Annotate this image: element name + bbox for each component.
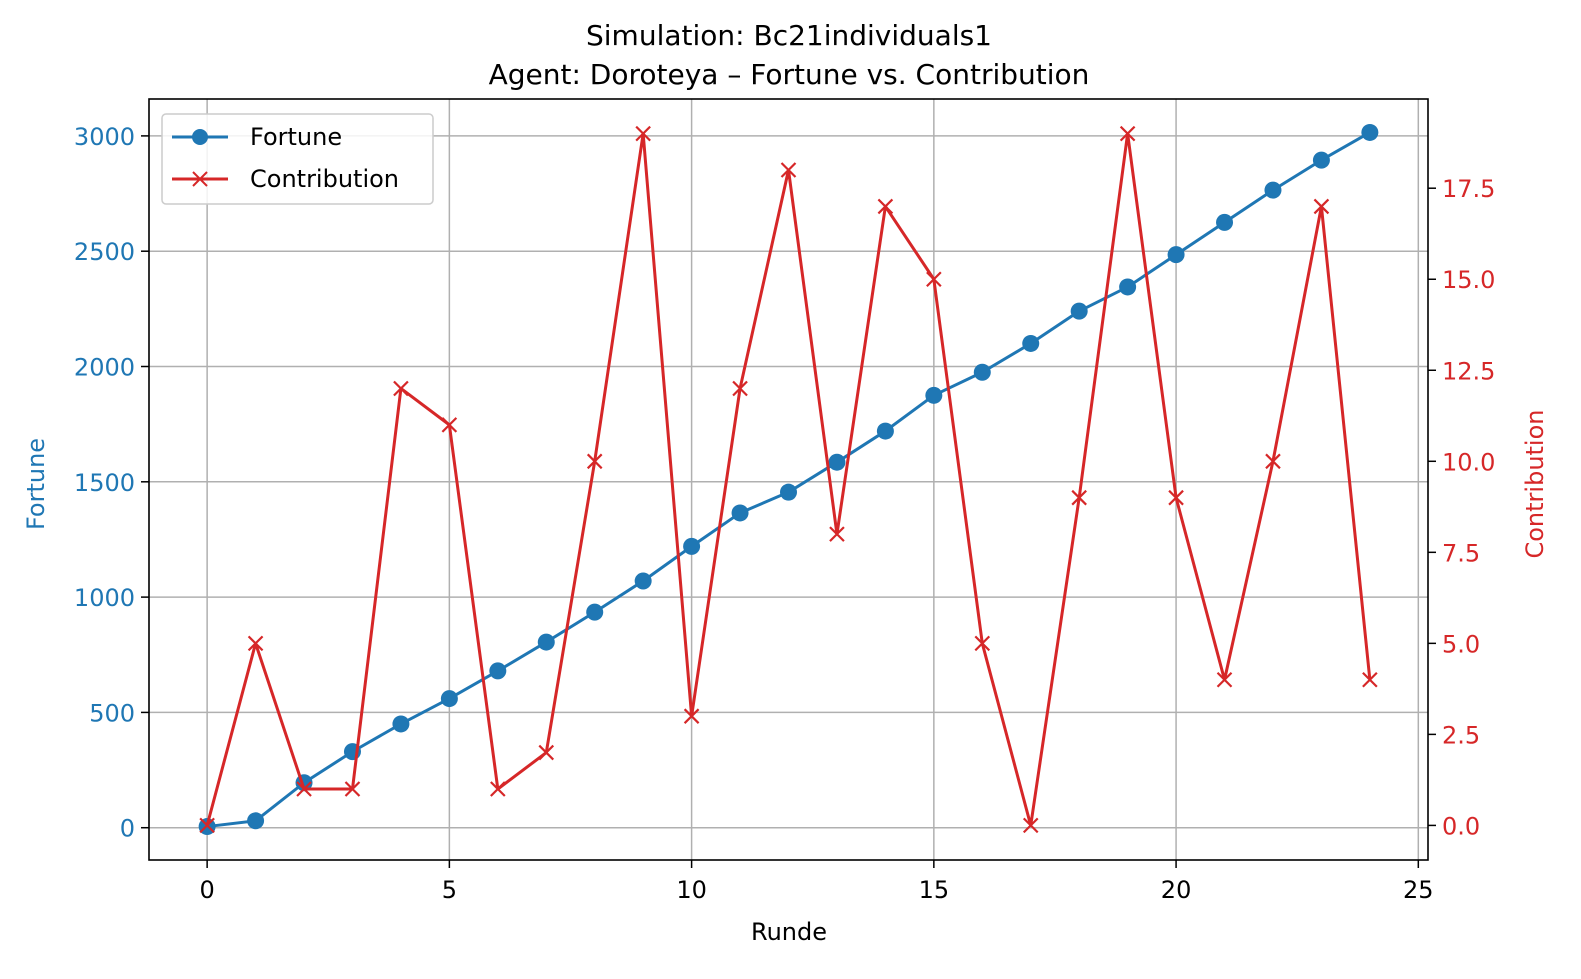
- fortune-point: [683, 537, 701, 555]
- x-tick-label: 0: [199, 876, 214, 904]
- legend-contribution-label: Contribution: [250, 165, 399, 193]
- contribution-point: [732, 380, 748, 397]
- contribution-point: [1022, 817, 1039, 834]
- contribution-point: [538, 744, 555, 761]
- fortune-point: [1119, 278, 1137, 296]
- legend-fortune-marker: [192, 129, 208, 145]
- y-right-tick-label: 10.0: [1442, 448, 1495, 476]
- contribution-point: [296, 781, 312, 797]
- contribution-point: [1362, 671, 1378, 688]
- chart-subtitle: Agent: Doroteya – Fortune vs. Contributi…: [489, 58, 1090, 91]
- fortune-point: [731, 504, 749, 522]
- contribution-point: [247, 635, 264, 652]
- contribution-point: [586, 453, 603, 470]
- contribution-point: [926, 271, 942, 288]
- plot-frame: [148, 98, 1429, 861]
- contribution-point: [1265, 453, 1281, 470]
- axes: 0 5 10 15 20 25 0 500 1000 1500 2000 2500 3000 0.0 2.5…: [74, 123, 1496, 904]
- legend: Fortune Contribution: [161, 113, 434, 205]
- contribution-point: [974, 635, 991, 652]
- contribution-point: [635, 125, 651, 142]
- contribution-point: [344, 781, 361, 797]
- fortune-point: [876, 422, 894, 440]
- y-left-tick-label: 0: [120, 815, 135, 843]
- contribution-point: [780, 162, 797, 178]
- fortune-point: [925, 386, 943, 404]
- contribution-point: [1216, 671, 1233, 688]
- contribution-point: [199, 817, 215, 834]
- x-tick-label: 10: [676, 876, 707, 904]
- fortune-point: [247, 812, 265, 830]
- fortune-point: [537, 633, 555, 651]
- x-tick-label: 20: [1161, 876, 1192, 904]
- y-left-tick-label: 1500: [74, 469, 135, 497]
- fortune-point: [1022, 334, 1040, 352]
- y-left-tick-label: 3000: [74, 123, 135, 151]
- contribution-point: [393, 380, 409, 397]
- fortune-point: [1070, 302, 1088, 320]
- fortune-point: [1361, 123, 1379, 141]
- y-right-tick-label: 17.5: [1442, 175, 1495, 203]
- fortune-point: [973, 363, 991, 381]
- x-axis-label: Runde: [751, 918, 827, 946]
- y-right-tick-label: 15.0: [1442, 266, 1495, 294]
- contribution-point: [1313, 198, 1330, 215]
- y-left-tick-label: 500: [89, 699, 135, 727]
- y-left-tick-label: 2000: [74, 354, 135, 382]
- fortune-point: [440, 690, 458, 708]
- y-right-tick-label: 12.5: [1442, 357, 1495, 385]
- legend-box: [161, 113, 434, 205]
- y-left-tick-label: 1000: [74, 584, 135, 612]
- y-axis-left-label: Fortune: [22, 438, 50, 530]
- fortune-point: [1167, 246, 1185, 264]
- y-right-tick-label: 5.0: [1442, 630, 1480, 658]
- contribution-point: [683, 708, 700, 724]
- fortune-point: [1216, 213, 1234, 231]
- series-layer: [198, 123, 1379, 836]
- x-tick-label: 15: [919, 876, 950, 904]
- chart-title: Simulation: Bc21individuals1: [586, 19, 992, 52]
- contribution-point: [829, 526, 845, 542]
- y-right-tick-label: 7.5: [1442, 539, 1480, 567]
- y-axis-right-label: Contribution: [1521, 409, 1549, 558]
- fortune-point: [634, 572, 652, 590]
- fortune-point: [1312, 151, 1330, 169]
- fortune-point: [780, 483, 797, 501]
- fortune-point: [489, 662, 507, 680]
- fortune-point: [392, 715, 410, 733]
- x-tick-label: 25: [1403, 876, 1434, 904]
- fortune-point: [1264, 181, 1282, 199]
- contribution-point: [1168, 489, 1184, 506]
- y-left-tick-label: 2500: [74, 238, 135, 266]
- contribution-point: [490, 781, 506, 797]
- contribution-point: [1119, 125, 1136, 142]
- contribution-point: [441, 417, 458, 433]
- y-right-tick-label: 2.5: [1442, 721, 1480, 749]
- fortune-point: [828, 453, 846, 471]
- legend-contribution-marker: [192, 171, 208, 187]
- y-right-tick-label: 0.0: [1442, 812, 1480, 840]
- x-tick-label: 5: [442, 876, 457, 904]
- fortune-point: [586, 603, 604, 621]
- legend-fortune-label: Fortune: [250, 123, 342, 151]
- contribution-point: [1071, 489, 1087, 506]
- contribution-point: [877, 198, 894, 215]
